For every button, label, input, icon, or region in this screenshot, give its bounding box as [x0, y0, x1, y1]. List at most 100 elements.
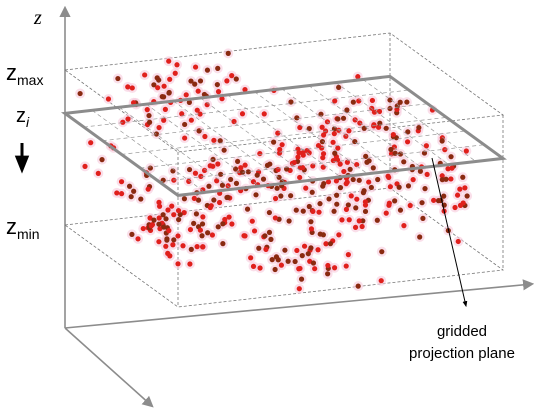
point — [172, 70, 178, 76]
point — [242, 162, 248, 168]
point — [319, 124, 325, 130]
point — [215, 65, 221, 71]
point — [320, 151, 327, 157]
point — [352, 117, 358, 123]
point — [343, 263, 349, 269]
point — [310, 163, 316, 169]
point — [343, 206, 350, 212]
point — [439, 177, 445, 183]
point — [383, 210, 389, 216]
point — [397, 151, 404, 157]
point — [417, 168, 424, 174]
point — [460, 174, 466, 180]
point — [315, 247, 321, 253]
point — [363, 153, 369, 159]
point — [235, 158, 241, 165]
point — [282, 247, 288, 253]
point — [169, 203, 175, 209]
point — [308, 219, 314, 225]
z-max-label: zmax — [6, 60, 43, 88]
point — [147, 165, 153, 171]
point — [244, 206, 251, 212]
point — [199, 233, 205, 239]
point — [276, 174, 282, 180]
point — [348, 193, 354, 199]
point — [156, 199, 162, 205]
point — [219, 182, 226, 188]
point — [129, 85, 135, 91]
point — [296, 150, 302, 156]
symbol: z — [16, 105, 26, 127]
point — [401, 159, 407, 165]
point — [224, 78, 230, 84]
point — [310, 208, 316, 214]
point — [278, 193, 284, 199]
point — [222, 216, 228, 223]
point — [142, 72, 148, 78]
point — [186, 166, 193, 173]
subscript: i — [26, 114, 30, 130]
point — [192, 170, 199, 176]
point — [192, 81, 198, 87]
point — [345, 202, 351, 208]
point — [330, 157, 336, 164]
point — [334, 201, 340, 207]
point — [220, 221, 226, 227]
point — [312, 266, 318, 272]
point — [308, 245, 314, 251]
point — [462, 185, 468, 191]
point — [424, 171, 430, 178]
grid-line — [102, 103, 428, 142]
point — [231, 118, 237, 125]
point — [455, 238, 461, 245]
point — [332, 98, 338, 104]
point — [344, 159, 350, 165]
point — [288, 193, 294, 199]
point — [300, 208, 306, 214]
point — [417, 234, 423, 240]
z-i-label: zi — [16, 105, 30, 130]
point — [343, 133, 349, 139]
plane-border — [60, 74, 508, 197]
point — [346, 217, 352, 223]
point — [215, 224, 221, 230]
point — [407, 202, 413, 209]
point — [272, 195, 279, 202]
point — [262, 233, 268, 239]
point — [374, 217, 380, 223]
point — [359, 223, 365, 230]
point — [369, 97, 376, 104]
point — [361, 188, 367, 194]
point — [277, 146, 283, 153]
point — [317, 201, 323, 207]
point — [344, 179, 350, 185]
point — [333, 178, 340, 184]
point — [238, 165, 244, 171]
point — [278, 262, 285, 268]
point — [354, 161, 360, 168]
point — [420, 215, 426, 221]
point — [176, 216, 182, 223]
point — [179, 111, 185, 117]
point — [215, 161, 221, 167]
point — [332, 150, 338, 156]
point — [165, 250, 171, 256]
grid-line — [159, 144, 485, 183]
point — [273, 254, 280, 260]
point — [156, 215, 162, 221]
point — [299, 253, 305, 259]
point — [174, 62, 180, 68]
point — [209, 232, 215, 238]
point — [228, 176, 234, 183]
point — [404, 99, 410, 105]
point — [82, 163, 88, 169]
point — [294, 115, 300, 121]
point — [140, 225, 146, 232]
point — [183, 92, 189, 98]
point — [448, 154, 454, 160]
point — [320, 155, 326, 161]
point — [114, 190, 120, 196]
symbol: z — [6, 214, 17, 239]
point — [88, 140, 94, 146]
point — [175, 207, 182, 214]
